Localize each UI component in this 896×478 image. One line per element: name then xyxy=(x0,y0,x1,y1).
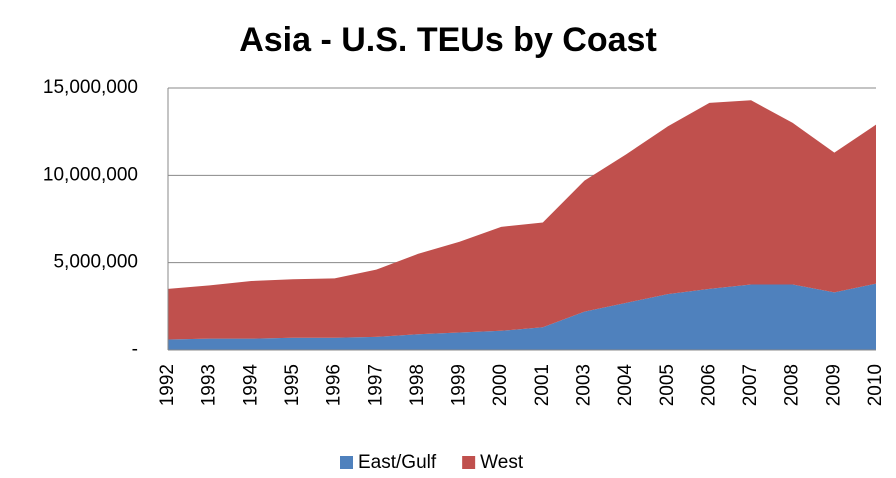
y-tick-label: 10,000,000 xyxy=(43,164,138,185)
x-tick-label: 2008 xyxy=(782,364,803,406)
x-tick-label: 1998 xyxy=(407,364,428,406)
x-tick-label: 1996 xyxy=(324,364,345,406)
y-tick-label: - xyxy=(132,339,138,360)
x-tick-label: 2001 xyxy=(532,364,553,406)
x-tick-label: 1992 xyxy=(157,364,178,406)
x-tick-label: 1999 xyxy=(449,364,470,406)
x-tick-label: 2004 xyxy=(615,364,636,407)
y-tick-label: 5,000,000 xyxy=(53,252,138,273)
chart-title: Asia - U.S. TEUs by Coast xyxy=(239,21,657,59)
area xyxy=(168,100,876,340)
area xyxy=(168,283,876,350)
legend-swatch xyxy=(340,456,353,469)
x-tick-label: 2000 xyxy=(490,364,511,406)
x-tick-label: 2010 xyxy=(865,364,886,406)
y-tick-label: 15,000,000 xyxy=(43,77,138,98)
x-tick-label: 1995 xyxy=(282,364,303,406)
x-tick-label: 1993 xyxy=(199,364,220,406)
x-tick-label: 2009 xyxy=(823,364,844,406)
x-tick-label: 1994 xyxy=(240,364,261,407)
x-tick-label: 2007 xyxy=(740,364,761,406)
legend-label: East/Gulf xyxy=(358,452,437,473)
x-tick-label: 1997 xyxy=(365,364,386,406)
legend-label: West xyxy=(480,452,524,473)
x-tick-label: 2005 xyxy=(657,364,678,406)
x-tick-label: 2006 xyxy=(698,364,719,406)
legend-swatch xyxy=(462,456,476,469)
x-tick-label: 2003 xyxy=(573,364,594,406)
